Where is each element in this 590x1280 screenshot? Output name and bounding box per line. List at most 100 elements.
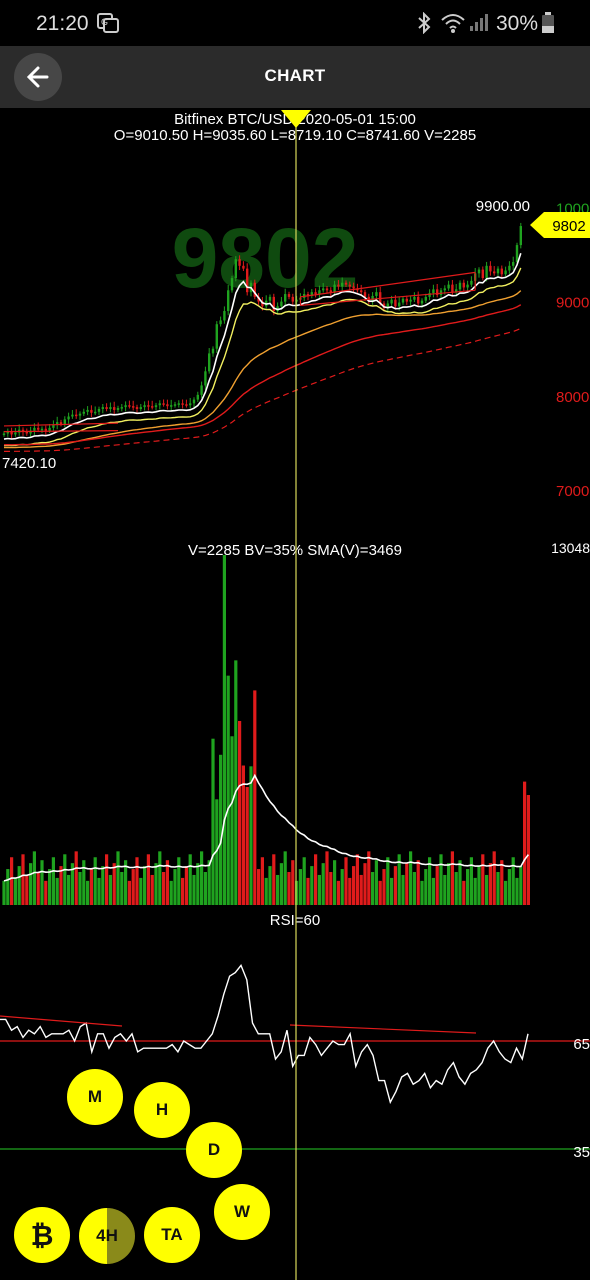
candle-body: [189, 403, 192, 406]
candle-body: [515, 245, 519, 263]
volume-bar: [287, 872, 291, 905]
wifi-icon: [441, 14, 465, 33]
candle-body: [508, 265, 511, 271]
candle-body: [447, 284, 450, 289]
candle-body: [75, 414, 78, 417]
candle-body: [63, 419, 66, 425]
candle-body: [44, 428, 47, 431]
candle-body: [128, 405, 131, 407]
volume-bar: [184, 866, 188, 905]
period-day-button[interactable]: D: [186, 1122, 242, 1178]
volume-bar: [302, 857, 306, 905]
volume-bar: [173, 869, 177, 905]
volume-bar: [488, 863, 492, 905]
candle-body: [10, 431, 13, 435]
volume-sma-line: [3, 773, 530, 882]
candle-body: [401, 298, 405, 303]
candle-body: [25, 431, 28, 434]
volume-bar: [454, 872, 458, 905]
candle-body: [215, 324, 218, 349]
volume-bar: [283, 851, 287, 905]
candle-body: [200, 385, 203, 395]
volume-bar: [21, 854, 25, 905]
candle-body: [466, 284, 469, 288]
period-4h-button[interactable]: 4H: [79, 1208, 135, 1264]
ohlcv-readout: O=9010.50 H=9035.60 L=8719.10 C=8741.60 …: [114, 127, 476, 144]
price-axis-tick: 8000: [556, 389, 589, 406]
volume-bar: [200, 851, 204, 905]
price-axis-tick: 7000: [556, 483, 589, 500]
volume-bar: [325, 851, 329, 905]
volume-bar: [317, 874, 321, 905]
volume-bar: [154, 863, 158, 905]
volume-bar: [420, 880, 424, 905]
bitcoin-button[interactable]: ₿: [14, 1207, 70, 1263]
volume-bar: [234, 660, 238, 905]
candle-body: [151, 406, 154, 408]
candle-body: [33, 427, 36, 431]
price-axis-tick: 9000: [556, 295, 589, 312]
volume-bar: [450, 851, 454, 905]
volume-bar: [67, 874, 71, 905]
volume-bar: [507, 869, 511, 905]
volume-bar: [260, 857, 264, 905]
candle-body: [329, 290, 332, 293]
volume-bar: [336, 880, 340, 905]
candle-body: [86, 409, 89, 412]
back-button[interactable]: [14, 53, 62, 101]
candle-body: [242, 265, 245, 269]
volume-bar: [13, 877, 17, 905]
candle-body: [432, 289, 435, 294]
ma-line-red: [3, 304, 522, 446]
volume-bar: [146, 854, 150, 905]
ma-line-white: [3, 253, 522, 440]
volume-bar: [101, 866, 105, 905]
volume-bar: [321, 863, 325, 905]
volume-bar: [272, 854, 276, 905]
volume-bar: [203, 872, 207, 905]
candle-body: [94, 411, 97, 414]
volume-bar: [428, 857, 432, 905]
volume-bar: [162, 872, 166, 905]
volume-bar: [2, 880, 6, 905]
volume-bar: [310, 866, 314, 905]
period-month-button[interactable]: M: [67, 1069, 123, 1125]
candle-body: [458, 282, 462, 290]
volume-header: V=2285 BV=35% SMA(V)=3469: [188, 542, 402, 559]
volume-bar: [63, 854, 67, 905]
candle-body: [481, 269, 484, 279]
candle-body: [504, 270, 507, 275]
candle-body: [67, 416, 70, 420]
candle-body: [363, 292, 367, 297]
period-week-button[interactable]: W: [214, 1184, 270, 1240]
candle-body: [71, 414, 74, 417]
candle-body: [37, 427, 40, 430]
volume-bar: [386, 857, 390, 905]
volume-bar: [192, 874, 196, 905]
volume-bar: [135, 857, 139, 905]
candle-body: [394, 299, 397, 307]
candle-body: [496, 268, 500, 274]
volume-bar: [36, 872, 40, 905]
volume-bar: [333, 860, 337, 905]
candle-body: [234, 259, 237, 279]
volume-bar: [6, 869, 10, 905]
candle-body: [477, 269, 481, 274]
candle-body: [21, 429, 25, 432]
candle-body: [352, 286, 355, 289]
candle-body: [6, 431, 9, 434]
candle-body: [493, 271, 496, 274]
rsi-trend-line: [0, 1015, 123, 1027]
bluetooth-icon: [418, 12, 431, 34]
candle-body: [272, 296, 275, 312]
candle-body: [52, 425, 55, 428]
volume-bar: [496, 872, 500, 905]
volume-bar: [306, 877, 310, 905]
candle-body: [208, 353, 211, 372]
period-hour-button[interactable]: H: [134, 1082, 190, 1138]
technical-analysis-button[interactable]: TA: [144, 1207, 200, 1263]
volume-bar: [466, 869, 470, 905]
candle-body: [219, 320, 222, 325]
trend-line: [300, 289, 476, 306]
price-chart[interactable]: 9802 70008000900010000Bitfinex BTC/USD 2…: [0, 108, 590, 1280]
